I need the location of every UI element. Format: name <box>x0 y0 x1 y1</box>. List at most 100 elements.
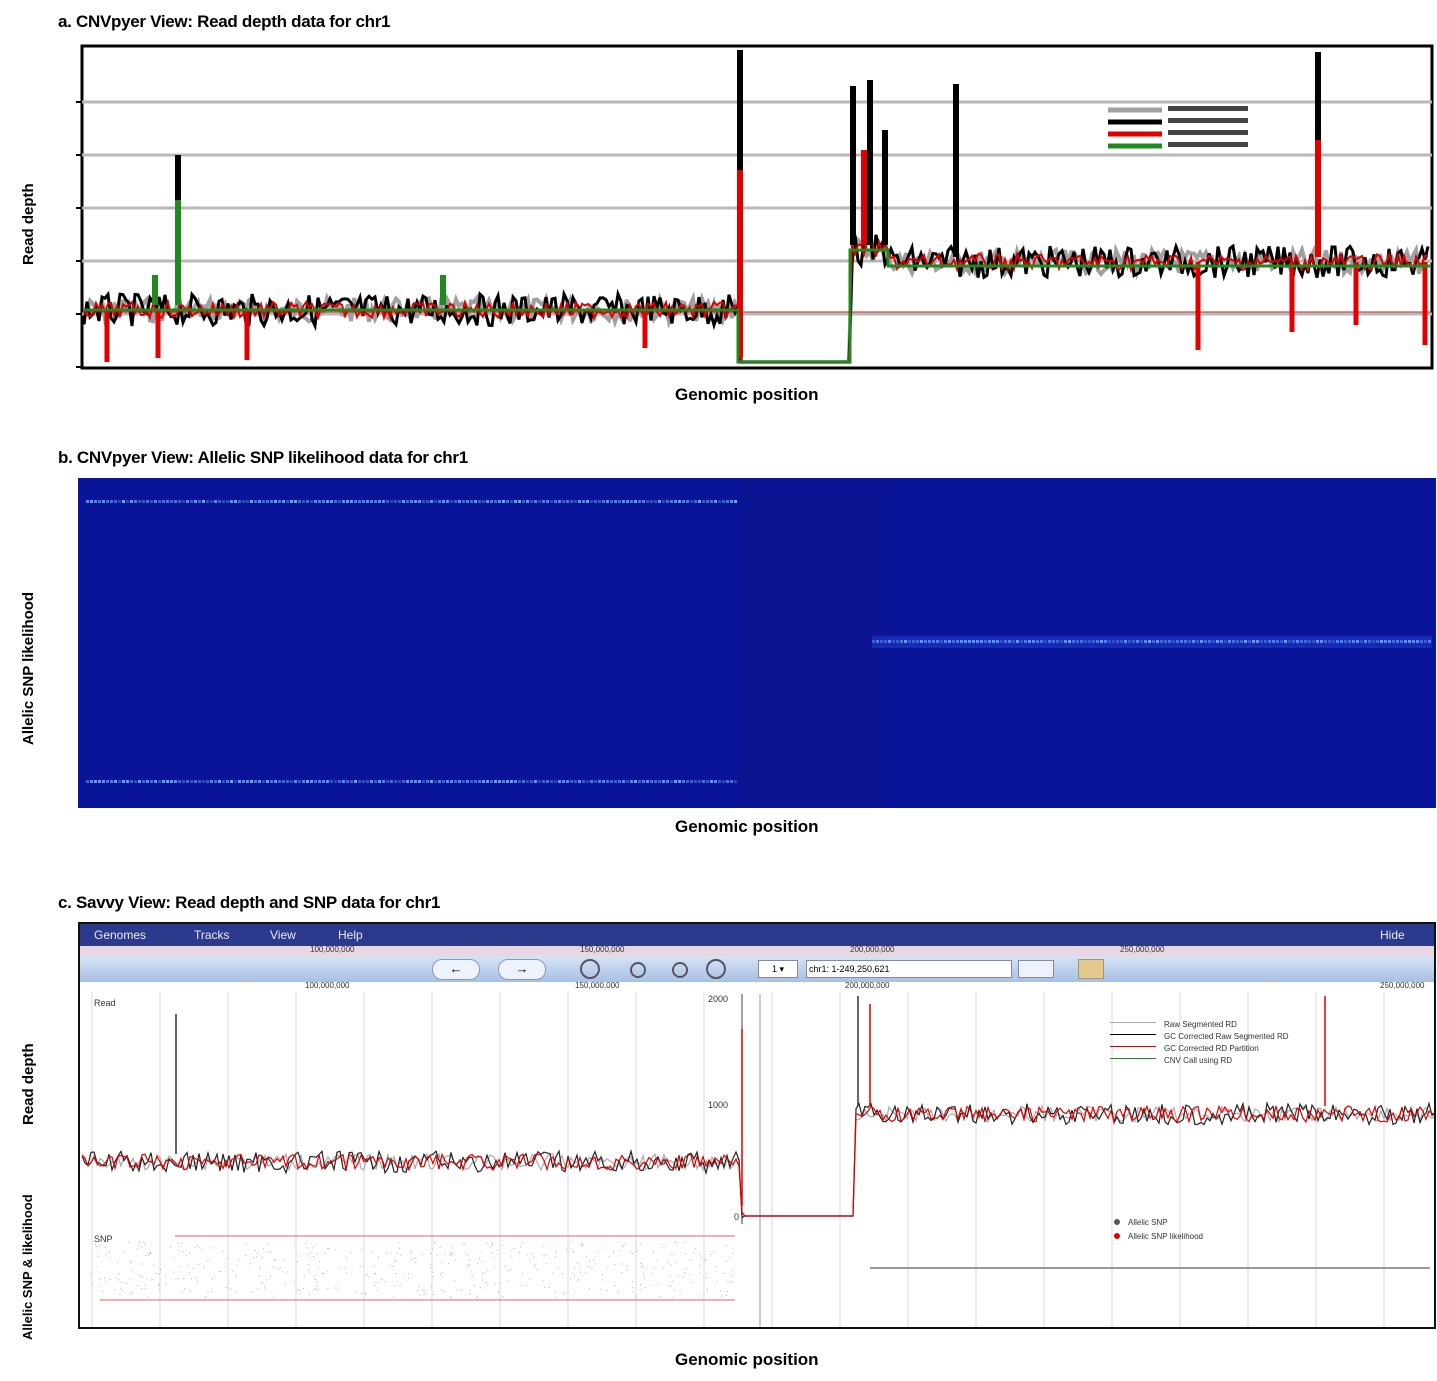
likelihood-cell <box>1092 640 1095 643</box>
likelihood-cell <box>666 780 669 783</box>
likelihood-cell <box>682 780 685 783</box>
likelihood-cell <box>1384 640 1387 643</box>
likelihood-cell <box>510 780 513 783</box>
snp-point <box>146 1278 148 1280</box>
read-depth-chart <box>76 44 1434 370</box>
snp-point <box>582 1243 584 1245</box>
settings-icon[interactable] <box>1078 959 1104 979</box>
likelihood-cell <box>386 780 389 783</box>
likelihood-cell <box>322 500 325 503</box>
legend-label: CNV Call using RD <box>1164 1056 1233 1065</box>
likelihood-cell <box>162 500 165 503</box>
likelihood-cell <box>706 500 709 503</box>
top-position-label: 100,000,000 <box>310 945 355 954</box>
snp-point <box>208 1258 210 1260</box>
zoom-in-icon[interactable] <box>580 959 600 979</box>
likelihood-cell <box>1132 640 1135 643</box>
snp-point <box>468 1263 470 1265</box>
likelihood-cell <box>1320 640 1323 643</box>
zoom-fit-icon[interactable] <box>672 962 688 978</box>
snp-point <box>308 1264 310 1266</box>
legend-text-mark <box>1168 142 1248 147</box>
likelihood-cell <box>1056 640 1059 643</box>
menu-view[interactable]: View <box>270 928 296 942</box>
likelihood-cell <box>442 780 445 783</box>
back-button[interactable]: ← <box>432 959 480 980</box>
snp-point <box>577 1279 579 1281</box>
likelihood-cell <box>590 780 593 783</box>
likelihood-cell <box>722 780 725 783</box>
likelihood-cell <box>542 500 545 503</box>
likelihood-cell <box>506 780 509 783</box>
snp-point <box>299 1293 301 1295</box>
snp-point <box>576 1262 579 1265</box>
likelihood-cell <box>1128 640 1131 643</box>
snp-point <box>571 1272 573 1274</box>
likelihood-cell <box>114 780 117 783</box>
menu-hide[interactable]: Hide <box>1380 928 1405 942</box>
snp-point <box>109 1257 111 1259</box>
likelihood-cell <box>670 500 673 503</box>
snp-point <box>449 1296 451 1298</box>
snp-point <box>491 1244 494 1246</box>
snp-point <box>141 1263 144 1265</box>
snp-point <box>482 1260 484 1262</box>
go-button[interactable] <box>1018 960 1054 978</box>
snp-point <box>407 1278 410 1280</box>
likelihood-cell <box>1336 640 1339 643</box>
snp-point <box>190 1278 193 1280</box>
snp-point <box>149 1251 151 1253</box>
likelihood-cell <box>1232 640 1235 643</box>
snp-point <box>91 1282 94 1284</box>
likelihood-cell <box>1256 640 1259 643</box>
snp-point <box>596 1251 598 1253</box>
snp-point <box>652 1251 655 1253</box>
snp-point <box>314 1278 316 1280</box>
likelihood-cell <box>586 500 589 503</box>
menu-tracks[interactable]: Tracks <box>194 928 230 942</box>
likelihood-cell <box>546 500 549 503</box>
savvy-position-strip: 100,000,000 150,000,000 200,000,000 250,… <box>80 945 1434 956</box>
likelihood-cell <box>1020 640 1023 643</box>
zoom-reset-icon[interactable] <box>706 959 726 979</box>
snp-point <box>543 1286 546 1288</box>
snp-point <box>203 1266 206 1268</box>
legend-text-mark <box>1168 106 1248 111</box>
likelihood-cell <box>270 780 273 783</box>
likelihood-cell <box>1204 640 1207 643</box>
zoom-out-icon[interactable] <box>630 962 646 978</box>
menu-genomes[interactable]: Genomes <box>94 928 147 942</box>
snp-point <box>548 1283 550 1285</box>
chrom-select[interactable]: 1 ▾ <box>758 960 798 978</box>
likelihood-cell <box>1388 640 1391 643</box>
snp-point <box>381 1279 383 1281</box>
likelihood-cell <box>378 780 381 783</box>
forward-button[interactable]: → <box>498 959 546 980</box>
snp-point <box>151 1278 153 1281</box>
likelihood-cell <box>606 780 609 783</box>
snp-point <box>377 1282 379 1284</box>
likelihood-cell <box>262 500 265 503</box>
locus-input[interactable] <box>806 960 1012 978</box>
likelihood-glow <box>872 636 1432 648</box>
snp-point <box>152 1263 155 1265</box>
snp-point <box>431 1271 434 1273</box>
snp-point <box>656 1260 658 1262</box>
likelihood-cell <box>254 780 257 783</box>
likelihood-cell <box>234 500 237 503</box>
snp-point <box>449 1252 451 1255</box>
snp-point <box>465 1253 467 1255</box>
likelihood-cell <box>1348 640 1351 643</box>
savvy-window: Genomes Tracks View Help Hide 100,000,00… <box>78 922 1436 1329</box>
snp-point <box>460 1289 462 1291</box>
snp-point <box>670 1253 672 1255</box>
likelihood-cell <box>586 780 589 783</box>
snp-point <box>365 1275 367 1277</box>
likelihood-cell <box>382 780 385 783</box>
snp-point <box>706 1276 708 1278</box>
likelihood-cell <box>1208 640 1211 643</box>
snp-point <box>533 1257 535 1259</box>
snp-point <box>455 1259 457 1261</box>
menu-help[interactable]: Help <box>338 928 363 942</box>
snp-point <box>602 1279 604 1281</box>
